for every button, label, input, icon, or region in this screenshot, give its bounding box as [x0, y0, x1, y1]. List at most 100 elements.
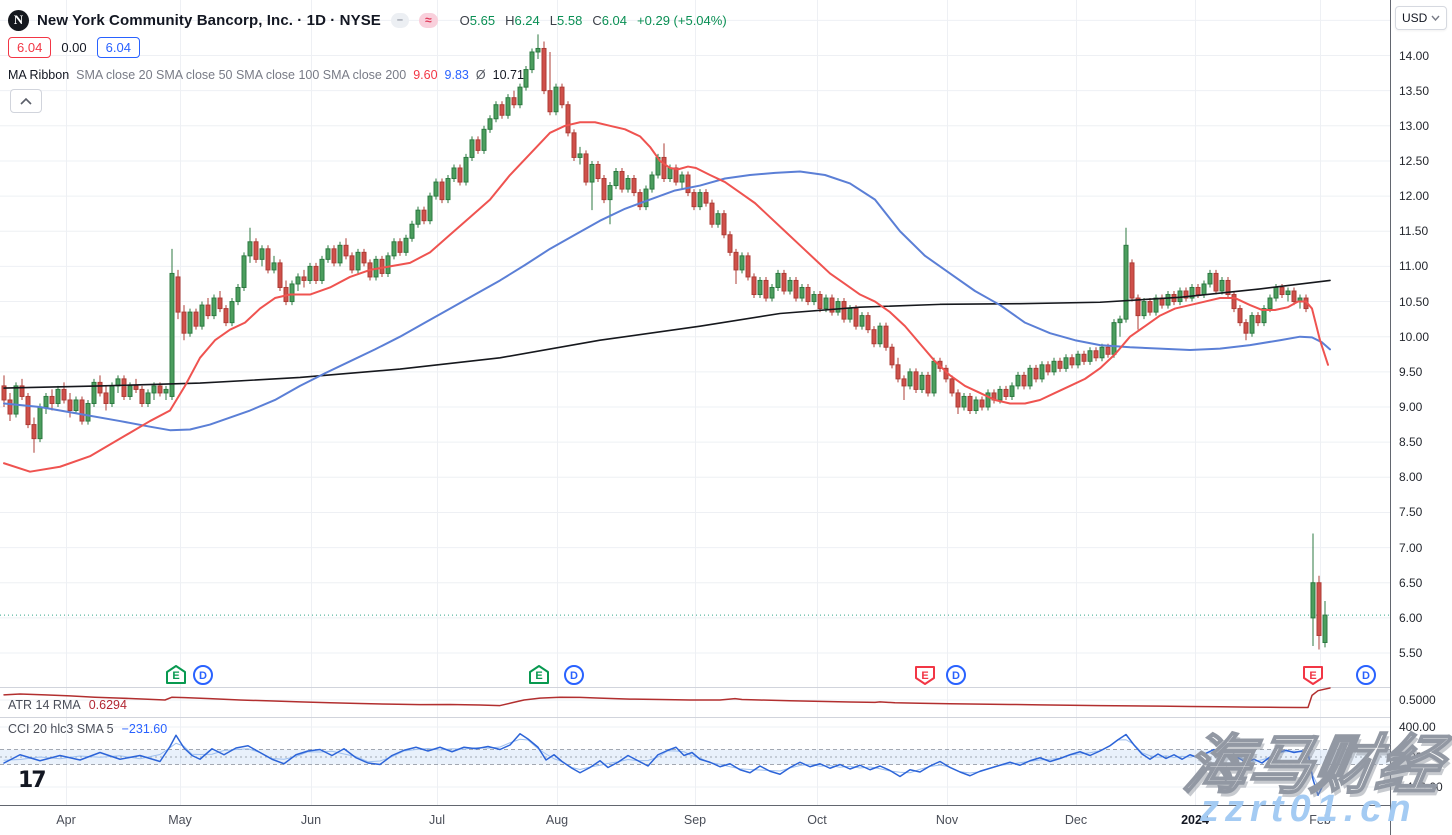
currency-selector[interactable]: USD	[1395, 6, 1447, 30]
time-axis[interactable]: Apr May Jun Jul Aug Sep Oct Nov Dec 2024 Feb	[0, 805, 1452, 835]
candle	[301, 269, 307, 288]
approx-pill-icon[interactable]: ≈	[419, 12, 438, 28]
axis-price-label: 10.00	[1399, 329, 1430, 344]
candle	[805, 283, 811, 306]
price-axis[interactable]: USD 14.00 13.50 13.00 12.50 12.00 11.50 11.00 1…	[1390, 0, 1452, 835]
candle	[541, 41, 547, 95]
candle	[361, 248, 367, 267]
candle	[733, 248, 739, 284]
symbol-logo-letter: N	[13, 12, 24, 27]
earnings-up-badge[interactable]: E	[529, 665, 549, 684]
candle	[355, 248, 361, 274]
candle	[1057, 357, 1063, 372]
collapse-legend-button[interactable]	[10, 89, 42, 113]
change-value: +0.29 (+5.04%)	[637, 12, 727, 28]
candle	[427, 192, 433, 225]
candle	[877, 322, 883, 348]
axis-time-label: Aug	[545, 813, 569, 827]
candle	[583, 150, 589, 186]
currency-label: USD	[1402, 11, 1428, 25]
low-value: 5.58	[557, 12, 583, 28]
candle	[1033, 364, 1039, 383]
candle	[697, 189, 703, 211]
candle	[577, 146, 583, 165]
candle	[475, 136, 481, 154]
candle	[835, 298, 841, 316]
atr-legend[interactable]: ATR 14 RMA 0.6294	[8, 698, 127, 712]
axis-time-label: 2024	[1181, 813, 1209, 827]
earnings-down-badge[interactable]: E	[915, 666, 935, 685]
cci-smooth-line	[3, 738, 1331, 787]
candle	[769, 283, 775, 302]
candle	[715, 210, 721, 228]
candle	[211, 294, 217, 320]
minus-pill-icon[interactable]: –	[390, 12, 410, 28]
candle	[313, 262, 319, 284]
candle	[1255, 312, 1261, 327]
earnings-down-badge[interactable]: E	[1303, 666, 1323, 685]
candle	[625, 175, 631, 193]
candle	[1117, 315, 1123, 337]
candle	[991, 389, 997, 404]
ma-ribbon-legend[interactable]: MA Ribbon SMA close 20 SMA close 50 SMA …	[8, 68, 524, 82]
candle	[1075, 350, 1081, 369]
badge-letter: D	[952, 670, 960, 682]
candle	[181, 305, 187, 341]
candle	[1063, 354, 1069, 372]
dividend-badge[interactable]: D	[946, 665, 966, 685]
symbol-title[interactable]: New York Community Bancorp, Inc. · 1D · …	[37, 11, 381, 29]
candle	[589, 160, 595, 211]
candle	[1165, 291, 1171, 309]
candle	[1003, 385, 1009, 400]
cci-legend[interactable]: CCI 20 hlc3 SMA 5 −231.60	[8, 722, 167, 736]
candle	[277, 259, 283, 292]
candle	[649, 171, 655, 193]
high-value: 6.24	[514, 12, 540, 28]
cci-label: CCI 20 hlc3 SMA 5	[8, 722, 114, 736]
axis-price-label: 14.00	[1399, 48, 1430, 63]
sell-price-box[interactable]: 6.04	[8, 37, 52, 58]
candle	[1129, 259, 1135, 302]
dividend-badge[interactable]: D	[193, 665, 213, 685]
badge-letter: D	[199, 670, 207, 682]
candle	[1261, 305, 1267, 327]
buy-price-box[interactable]: 6.04	[96, 37, 140, 58]
candle	[307, 262, 313, 284]
axis-price-label: 12.00	[1399, 189, 1430, 204]
candle	[553, 83, 559, 116]
candle	[799, 283, 805, 302]
badge-letter: E	[172, 670, 179, 682]
candle	[1123, 227, 1129, 323]
candle	[1147, 298, 1153, 316]
chevron-down-icon	[1431, 15, 1440, 21]
low-label: L	[549, 12, 558, 28]
candle	[793, 276, 799, 302]
tradingview-logo[interactable]: 17	[18, 768, 47, 793]
candle	[637, 189, 643, 211]
candle	[457, 164, 463, 186]
candle	[571, 129, 577, 161]
candle	[979, 396, 985, 411]
atr-value: 0.6294	[88, 698, 127, 712]
candle	[163, 385, 169, 400]
candle	[1111, 319, 1117, 358]
axis-price-label: 13.00	[1399, 118, 1430, 133]
candle	[1153, 294, 1159, 316]
axis-time-label: Sep	[683, 813, 707, 827]
candle	[235, 283, 241, 306]
candle	[913, 368, 919, 393]
candle	[49, 389, 55, 411]
dividend-badge[interactable]: D	[564, 665, 584, 685]
candle	[1291, 287, 1297, 306]
candle	[259, 245, 265, 267]
symbol-logo[interactable]: N	[8, 9, 29, 31]
earnings-up-badge[interactable]: E	[166, 665, 186, 684]
axis-price-label: 400.00	[1399, 720, 1436, 734]
dividend-badge[interactable]: D	[1356, 665, 1376, 685]
badge-letter: E	[535, 670, 542, 682]
axis-price-label: 6.00	[1399, 610, 1423, 625]
candle	[523, 66, 529, 91]
candle	[319, 255, 325, 284]
axis-price-label: 9.50	[1399, 364, 1423, 379]
